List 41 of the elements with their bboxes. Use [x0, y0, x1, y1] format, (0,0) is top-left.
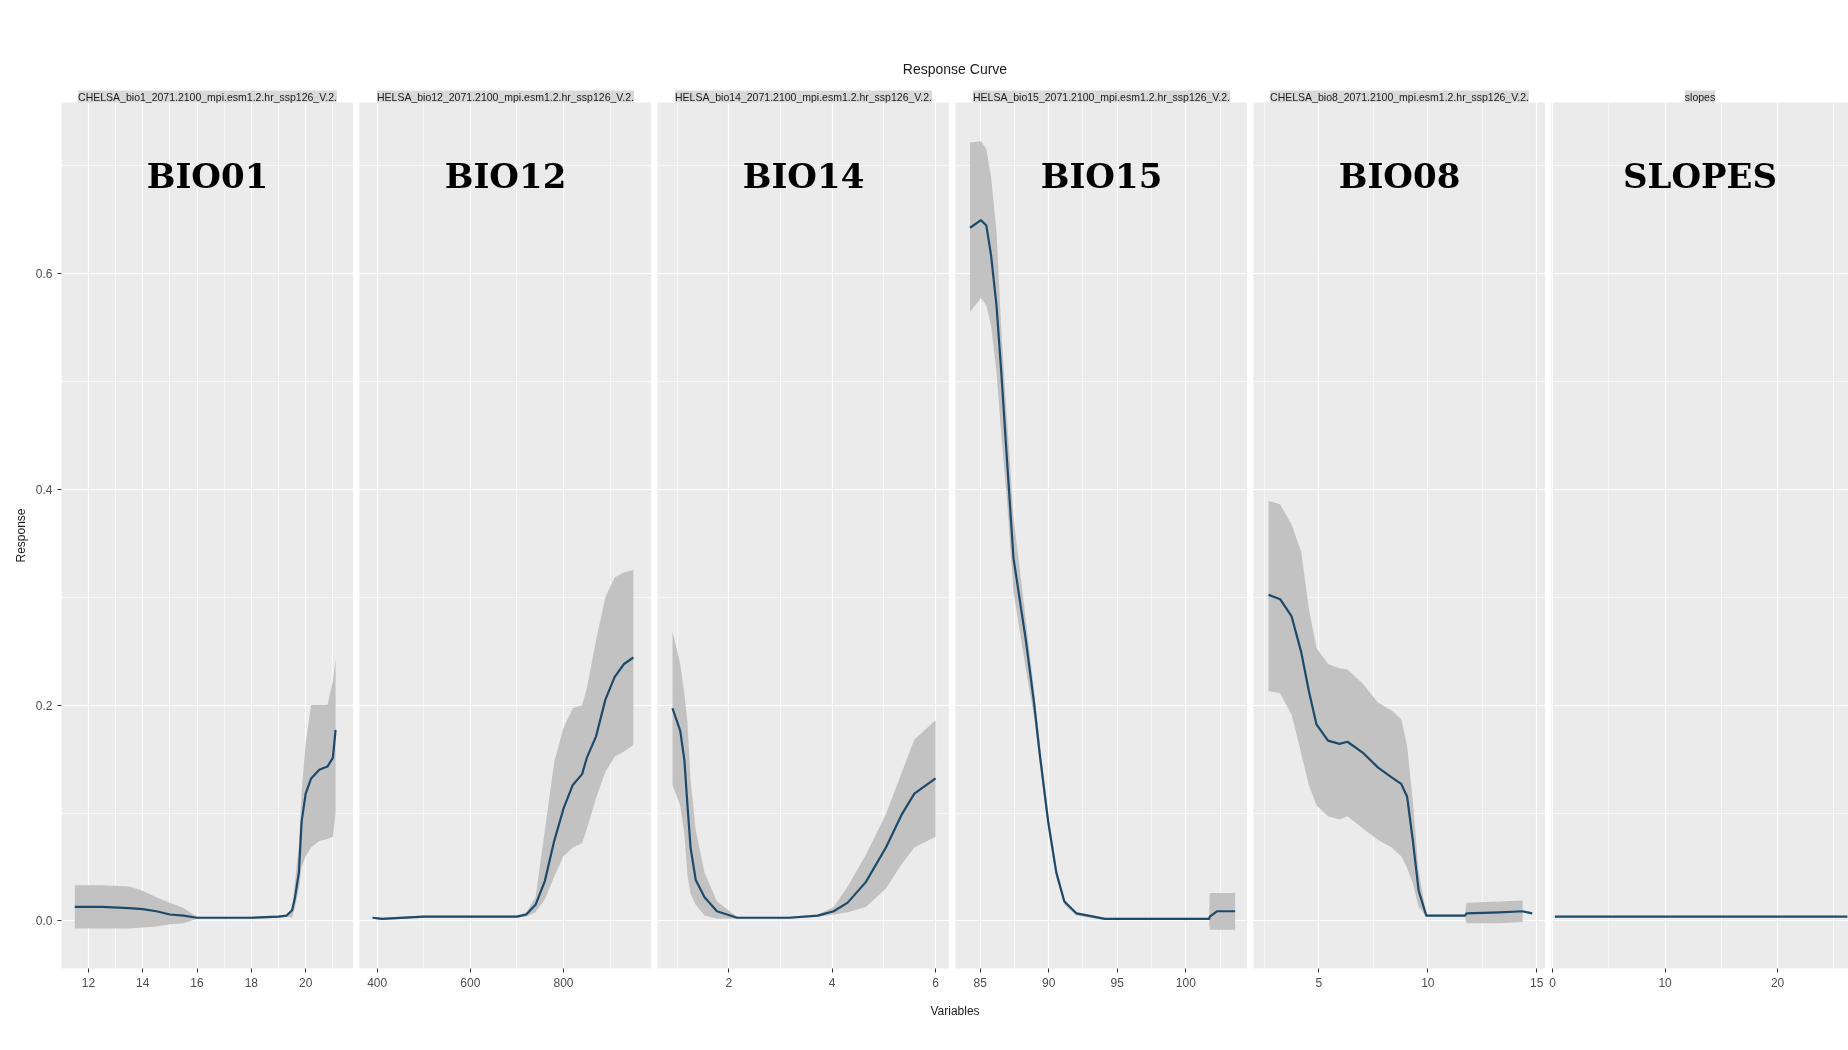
chart-title: CHELSA_bio8_2071.2100_mpi.esm1.2.hr_ssp126_V.2.	[1270, 90, 1529, 103]
x-tick-label: 18	[244, 975, 259, 990]
chart-title: HELSA_bio12_2071.2100_mpi.esm1.2.hr_ssp126_V.2.	[376, 90, 635, 103]
x-tick-label: 800	[553, 975, 574, 990]
chart-title: HELSA_bio14_2071.2100_mpi.esm1.2.hr_ssp126_V.2.	[674, 90, 933, 103]
x-tick-label: 100	[1175, 975, 1197, 990]
y-tick-label: 0.4	[35, 482, 53, 497]
x-tick-label: 400	[367, 975, 388, 990]
x-tick-label: 2	[725, 975, 733, 990]
x-tick-label: 15	[1530, 975, 1544, 990]
text: Variables	[930, 1003, 980, 1018]
x-tick-label: 95	[1110, 975, 1125, 990]
annotation: BIO15	[1040, 156, 1163, 197]
x-tick-label: 85	[973, 975, 988, 990]
x-tick-label: 10	[1421, 975, 1435, 990]
line-series	[73, 728, 337, 919]
y-tick-label: 0.6	[35, 266, 53, 281]
y-tick-label: 0.2	[35, 698, 53, 713]
x-tick-label: 5	[1315, 975, 1323, 990]
annotation: BIO08	[1338, 156, 1461, 197]
x-tick-label: 20	[299, 975, 313, 990]
text: Response Curve	[902, 61, 1008, 78]
y-tick-label: 0.0	[35, 914, 53, 929]
chart-title: slopes	[1684, 90, 1716, 103]
chart-title: CHELSA_bio1_2071.2100_mpi.esm1.2.hr_ssp126_V.2.	[78, 90, 337, 103]
annotation: BIO14	[742, 156, 865, 197]
annotation: SLOPES	[1622, 156, 1778, 197]
x-tick-label: 10	[1658, 975, 1673, 990]
x-tick-label: 12	[81, 975, 96, 990]
x-tick-label: 0	[1549, 975, 1557, 990]
x-tick-label: 90	[1042, 975, 1056, 990]
y-axis-title: Response	[13, 508, 28, 563]
x-tick-label: 600	[460, 975, 481, 990]
x-tick-label: 4	[828, 975, 836, 990]
chart-title: HELSA_bio15_2071.2100_mpi.esm1.2.hr_ssp126_V.2.	[972, 90, 1231, 103]
annotation: BIO12	[444, 156, 567, 197]
x-tick-label: 20	[1770, 975, 1785, 990]
x-tick-label: 16	[190, 975, 205, 990]
annotation: BIO01	[146, 156, 269, 197]
x-tick-label: 14	[136, 975, 150, 990]
x-tick-label: 6	[932, 975, 940, 990]
